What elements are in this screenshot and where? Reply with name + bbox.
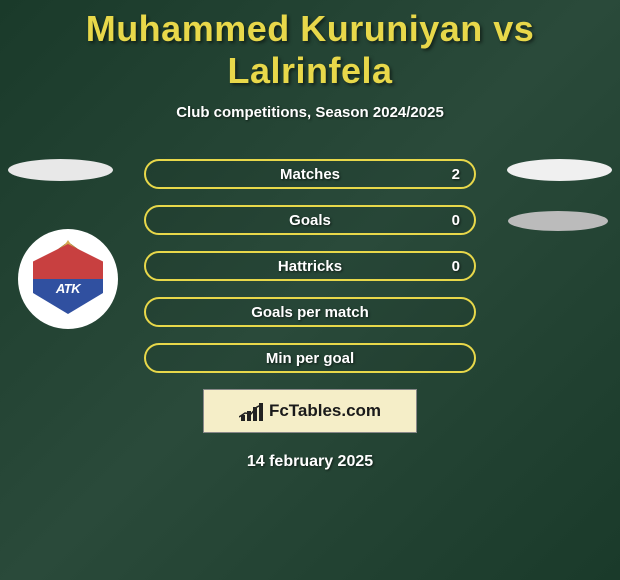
stat-label: Hattricks (160, 258, 460, 275)
stat-label: Matches (160, 166, 460, 183)
stat-row-hattricks: Hattricks 0 (144, 251, 476, 281)
stat-label: Min per goal (160, 350, 460, 367)
chart-icon (239, 401, 263, 421)
stats-list: Matches 2 Goals 0 Hattricks 0 Goals per … (144, 159, 476, 373)
date-label: 14 february 2025 (0, 453, 620, 471)
stat-value: 0 (452, 212, 460, 229)
stat-value: 0 (452, 258, 460, 275)
subtitle: Club competitions, Season 2024/2025 (0, 104, 620, 121)
player-photo-placeholder-left (8, 159, 113, 181)
stat-row-min-per-goal: Min per goal (144, 343, 476, 373)
stat-label: Goals per match (160, 304, 460, 321)
stat-row-goals-per-match: Goals per match (144, 297, 476, 327)
content-area: ATK Matches 2 Goals 0 Hattricks 0 Goals … (0, 159, 620, 471)
badge-text: ATK (56, 281, 80, 296)
player-photo-placeholder-right-top (507, 159, 612, 181)
player-photo-placeholder-right-bottom (508, 211, 608, 231)
stat-label: Goals (160, 212, 460, 229)
stat-row-goals: Goals 0 (144, 205, 476, 235)
source-logo[interactable]: FcTables.com (203, 389, 417, 433)
stat-row-matches: Matches 2 (144, 159, 476, 189)
stat-value: 2 (452, 166, 460, 183)
logo-text: FcTables.com (269, 401, 381, 421)
page-title: Muhammed Kuruniyan vs Lalrinfela (0, 0, 620, 92)
club-badge: ATK (18, 229, 118, 329)
